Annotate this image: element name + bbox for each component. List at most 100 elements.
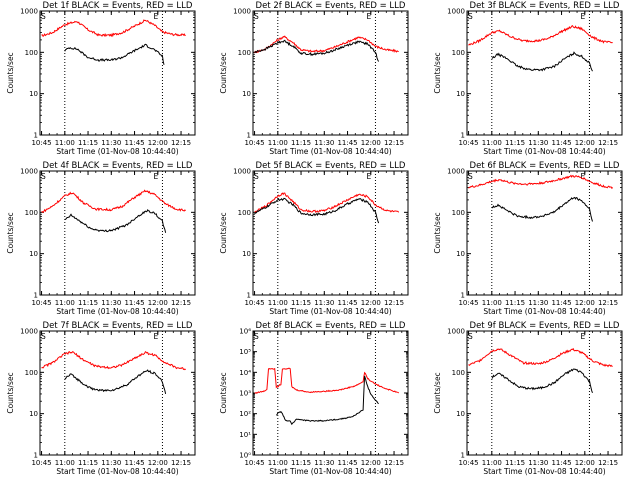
y-tick-label: 1 — [34, 292, 38, 300]
x-tick-label: 11:30 — [314, 459, 334, 467]
y-tick-label: 10 — [456, 90, 465, 98]
x-tick-label: 11:15 — [291, 139, 311, 147]
x-tick-label: 12:15 — [384, 299, 404, 307]
x-tick-label: 10:45 — [244, 299, 264, 307]
end-marker: E — [153, 332, 158, 341]
x-axis-label: Start Time (01-Nov-08 10:44:40) — [56, 467, 178, 476]
end-marker: E — [153, 12, 158, 21]
lld-rate-line — [41, 19, 186, 38]
x-axis-label: Start Time (01-Nov-08 10:44:40) — [56, 307, 178, 316]
x-tick-label: 11:00 — [55, 459, 75, 467]
x-tick-label: 11:15 — [78, 299, 98, 307]
y-axis-label: Counts/sec — [6, 52, 15, 93]
plot-frame — [466, 330, 623, 456]
events-rate-line — [491, 196, 593, 222]
y-tick-label: 10 — [456, 250, 465, 258]
x-tick-label: 10:45 — [244, 139, 264, 147]
y-tick-label: 10 — [29, 90, 38, 98]
y-tick-label: 1000 — [20, 328, 38, 336]
x-tick-label: 11:45 — [124, 299, 144, 307]
x-tick-label: 12:00 — [148, 139, 168, 147]
y-tick-label: 1000 — [20, 168, 38, 176]
x-tick-label: 11:00 — [268, 299, 288, 307]
plot-frame — [39, 330, 196, 456]
x-tick-label: 12:15 — [384, 139, 404, 147]
panel-det-8: Det 8f BLACK = Events, RED = LLD Counts/s… — [219, 321, 409, 476]
y-tick-label: 1000 — [447, 328, 465, 336]
plot-frame — [252, 10, 409, 136]
y-tick-label: 100 — [25, 49, 38, 57]
y-tick-label: 10³ — [239, 390, 251, 398]
panel-title: Det 3f BLACK = Events, RED = LLD — [470, 1, 620, 11]
x-tick-label: 11:45 — [551, 299, 571, 307]
y-tick-label: 10⁴ — [239, 369, 251, 377]
plot-frame — [39, 170, 196, 296]
x-tick-label: 11:30 — [314, 299, 334, 307]
x-tick-label: 11:15 — [505, 299, 525, 307]
plot-frame — [252, 170, 409, 296]
panel-det-3: Det 3f BLACK = Events, RED = LLD Counts/s… — [433, 1, 623, 156]
x-tick-label: 12:00 — [361, 139, 381, 147]
events-rate-line — [64, 369, 167, 395]
x-tick-label: 11:00 — [268, 459, 288, 467]
y-tick-label: 100 — [452, 369, 465, 377]
y-axis-label: Counts/sec — [433, 372, 442, 413]
y-tick-label: 1 — [34, 452, 38, 460]
x-tick-label: 11:45 — [551, 139, 571, 147]
start-marker: S — [468, 12, 473, 21]
y-tick-label: 100 — [238, 49, 251, 57]
x-tick-label: 11:15 — [291, 459, 311, 467]
events-rate-line — [254, 197, 380, 224]
panel-title: Det 6f BLACK = Events, RED = LLD — [470, 161, 620, 171]
panel-det-1: Det 1f BLACK = Events, RED = LLD Counts/s… — [6, 1, 196, 156]
x-tick-label: 12:15 — [598, 139, 618, 147]
y-tick-label: 100 — [25, 369, 38, 377]
y-axis-label: Counts/sec — [219, 52, 228, 93]
lld-rate-line — [468, 174, 614, 190]
x-tick-label: 11:15 — [505, 139, 525, 147]
y-tick-label: 10⁰ — [239, 452, 251, 460]
y-axis-label: Counts/sec — [433, 212, 442, 253]
x-tick-label: 11:45 — [337, 459, 357, 467]
events-rate-line — [64, 43, 165, 65]
y-tick-label: 1 — [461, 452, 465, 460]
y-tick-label: 10⁶ — [239, 328, 251, 336]
y-tick-label: 1000 — [447, 168, 465, 176]
y-axis-label: Counts/sec — [6, 212, 15, 253]
plot-frame — [252, 330, 409, 456]
panel-title: Det 4f BLACK = Events, RED = LLD — [43, 161, 193, 171]
panel-det-9: Det 9f BLACK = Events, RED = LLD Counts/s… — [433, 321, 623, 476]
y-tick-label: 100 — [452, 209, 465, 217]
end-marker: E — [580, 332, 585, 341]
end-marker: E — [580, 172, 585, 181]
x-tick-label: 12:00 — [361, 459, 381, 467]
y-tick-label: 10 — [242, 90, 251, 98]
x-tick-label: 11:30 — [528, 299, 548, 307]
x-tick-label: 12:00 — [575, 299, 595, 307]
x-tick-label: 11:45 — [124, 459, 144, 467]
x-tick-label: 11:30 — [314, 139, 334, 147]
x-tick-label: 10:45 — [31, 299, 51, 307]
end-marker: E — [153, 172, 158, 181]
y-tick-label: 1 — [34, 132, 38, 140]
end-marker: E — [366, 172, 371, 181]
y-axis-label: Counts/sec — [219, 212, 228, 253]
panel-title: Det 9f BLACK = Events, RED = LLD — [470, 321, 620, 331]
y-tick-label: 100 — [25, 209, 38, 217]
panel-det-6: Det 6f BLACK = Events, RED = LLD Counts/s… — [433, 161, 623, 316]
x-tick-label: 12:15 — [171, 299, 191, 307]
y-axis-label: Counts/sec — [6, 372, 15, 413]
panel-title: Det 7f BLACK = Events, RED = LLD — [43, 321, 193, 331]
lld-rate-line — [254, 35, 399, 54]
x-tick-label: 11:00 — [482, 299, 502, 307]
x-tick-label: 11:30 — [528, 139, 548, 147]
end-marker: E — [580, 12, 585, 21]
x-tick-label: 10:45 — [31, 459, 51, 467]
lld-rate-line — [254, 367, 400, 394]
x-tick-label: 12:15 — [598, 299, 618, 307]
events-rate-line — [491, 368, 593, 393]
x-tick-label: 12:15 — [171, 139, 191, 147]
x-tick-label: 10:45 — [458, 299, 478, 307]
x-axis-label: Start Time (01-Nov-08 10:44:40) — [269, 147, 391, 156]
x-tick-label: 11:30 — [101, 299, 121, 307]
